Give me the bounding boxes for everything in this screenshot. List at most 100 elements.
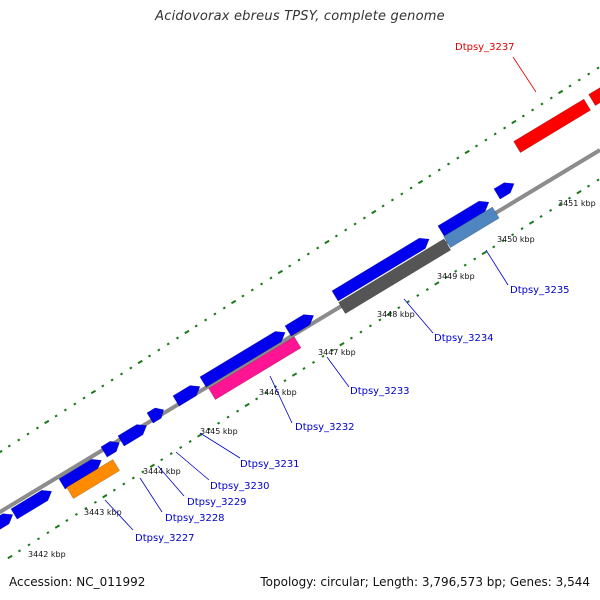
gene-label-dtpsy_3235[interactable]: Dtpsy_3235 xyxy=(510,285,570,296)
outer-tick-mark xyxy=(63,408,67,412)
forward-gene-arrow[interactable] xyxy=(117,420,150,447)
forward-gene-arrow[interactable] xyxy=(284,310,317,337)
outer-tick-mark xyxy=(250,288,254,292)
inner-tick-mark xyxy=(339,342,345,347)
inner-tick-mark xyxy=(149,463,155,468)
callout-line xyxy=(403,298,434,334)
inner-tick-mark xyxy=(207,427,211,431)
forward-gene-arrow[interactable] xyxy=(199,327,288,388)
inner-tick-mark xyxy=(330,348,335,352)
inner-tick-mark xyxy=(197,433,203,438)
inner-tick-mark xyxy=(549,208,553,212)
inner-tick-mark xyxy=(511,233,515,237)
genome-backbone xyxy=(0,148,600,515)
gene-bar-dtpsy-3237-tail[interactable] xyxy=(588,86,600,106)
outer-tick-mark xyxy=(288,264,292,268)
inner-tick-mark xyxy=(141,470,145,474)
forward-gene-arrow[interactable] xyxy=(0,509,16,532)
gene-label-dtpsy_3237[interactable]: Dtpsy_3237 xyxy=(455,42,515,53)
inner-tick-track xyxy=(7,178,600,560)
outer-tick-mark xyxy=(334,234,338,238)
scale-label: 3444 kbp xyxy=(143,467,181,476)
inner-tick-mark xyxy=(416,294,420,297)
outer-tick-mark xyxy=(446,162,451,166)
outer-tick-mark xyxy=(204,318,208,322)
scale-label: 3442 kbp xyxy=(28,550,66,559)
outer-tick-mark xyxy=(213,312,217,316)
inner-tick-mark xyxy=(397,306,401,310)
outer-tick-mark xyxy=(44,419,50,425)
gene-label-dtpsy_3229[interactable]: Dtpsy_3229 xyxy=(187,497,247,508)
outer-tick-mark xyxy=(437,168,441,172)
gene-bar-dtpsy_3232[interactable] xyxy=(208,336,302,400)
outer-tick-mark xyxy=(409,186,413,190)
inner-tick-mark xyxy=(302,367,306,370)
accession-label: Accession: NC_011992 xyxy=(9,575,146,589)
inner-tick-mark xyxy=(264,391,268,395)
forward-gene-arrow[interactable] xyxy=(10,486,55,520)
inner-tick-mark xyxy=(273,385,278,389)
outer-tick-mark xyxy=(147,354,152,358)
outer-tick-mark xyxy=(110,378,114,382)
outer-tick-mark xyxy=(324,239,330,245)
outer-tick-mark xyxy=(297,258,301,262)
scale-label: 3450 kbp xyxy=(497,235,535,244)
outer-tick-mark xyxy=(137,359,143,365)
gene-label-dtpsy_3232[interactable]: Dtpsy_3232 xyxy=(295,422,355,433)
forward-gene-arrow[interactable] xyxy=(172,381,203,407)
forward-gene-arrow[interactable] xyxy=(58,455,105,490)
outer-tick-mark xyxy=(129,366,133,370)
inner-tick-mark xyxy=(217,421,221,425)
inner-tick-mark xyxy=(27,543,31,547)
inner-tick-mark xyxy=(46,531,50,535)
gene-bar-dtpsy_3234[interactable] xyxy=(338,238,452,314)
callout-line xyxy=(326,356,350,388)
callout-line xyxy=(104,499,134,531)
gene-bar-dtpsy_3237[interactable] xyxy=(513,98,591,153)
scale-label: 3451 kbp xyxy=(558,199,596,208)
gene-label-dtpsy_3230[interactable]: Dtpsy_3230 xyxy=(210,481,270,492)
gene-label-dtpsy_3233[interactable]: Dtpsy_3233 xyxy=(350,386,410,397)
outer-tick-mark xyxy=(82,396,86,400)
callout-line xyxy=(157,465,185,497)
inner-tick-mark xyxy=(255,397,259,401)
gene-label-dtpsy_3231[interactable]: Dtpsy_3231 xyxy=(240,459,300,470)
gene-label-dtpsy_3227[interactable]: Dtpsy_3227 xyxy=(135,533,195,544)
inner-tick-mark xyxy=(17,549,22,553)
inner-tick-mark xyxy=(7,554,13,560)
forward-gene-arrow[interactable] xyxy=(437,197,492,237)
outer-tick-mark xyxy=(241,294,245,298)
gene-label-dtpsy_3228[interactable]: Dtpsy_3228 xyxy=(165,513,225,524)
forward-gene-arrow[interactable] xyxy=(493,179,517,200)
outer-tick-mark xyxy=(456,156,460,160)
inner-tick-mark xyxy=(492,245,496,249)
gene-bar-dtpsy_3235[interactable] xyxy=(443,206,500,248)
forward-gene-arrow[interactable] xyxy=(100,438,123,458)
outer-tick-mark xyxy=(277,269,283,275)
gene-label-dtpsy_3234[interactable]: Dtpsy_3234 xyxy=(434,333,494,344)
forward-strand-track xyxy=(0,179,517,532)
scale-label: 3447 kbp xyxy=(318,348,356,357)
gene-bar-dtpsy_3227[interactable] xyxy=(66,459,121,499)
inner-tick-mark xyxy=(596,178,600,182)
outer-tick-mark xyxy=(157,348,161,352)
inner-tick-mark xyxy=(54,524,61,529)
inner-tick-mark xyxy=(179,446,183,449)
inner-tick-mark xyxy=(359,330,363,334)
outer-tick-mark xyxy=(503,126,507,130)
inner-tick-mark xyxy=(349,336,353,340)
forward-gene-arrow[interactable] xyxy=(146,405,167,424)
scale-label: 3445 kbp xyxy=(200,427,238,436)
outer-tick-mark xyxy=(26,432,30,436)
inner-tick-mark xyxy=(74,512,78,516)
outer-tick-mark xyxy=(549,96,553,100)
inner-tick-mark xyxy=(102,494,108,499)
inner-tick-mark xyxy=(567,196,572,200)
outer-tick-mark xyxy=(400,192,404,196)
forward-gene-arrow[interactable] xyxy=(331,234,432,302)
outer-tick-mark xyxy=(428,174,432,178)
outer-tick-mark xyxy=(230,299,237,305)
outer-tick-track xyxy=(0,66,600,455)
inner-tick-mark xyxy=(311,360,316,364)
